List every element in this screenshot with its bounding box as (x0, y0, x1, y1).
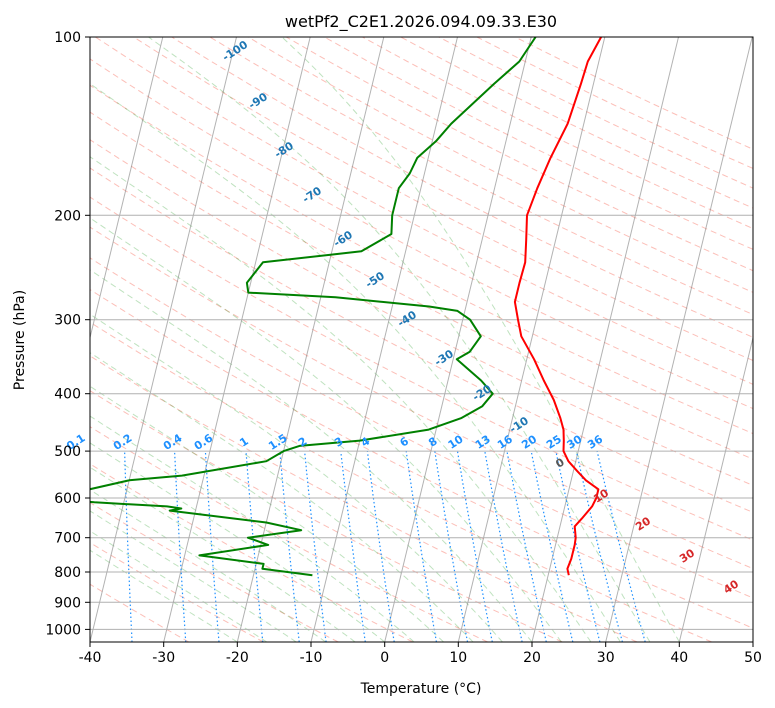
y-tick-label: 300 (54, 313, 81, 329)
dry-adiabat-line (90, 167, 753, 513)
x-tick-label: 50 (744, 650, 762, 666)
isotherm-line (310, 37, 458, 642)
x-tick-label: 10 (449, 650, 467, 666)
mixing-ratio-line (340, 451, 366, 642)
dry-adiabat-line (133, 37, 753, 362)
y-tick-label: 100 (54, 30, 81, 46)
mixing-ratio-line (245, 451, 264, 642)
moist-adiabat-line (90, 352, 474, 642)
pressure-grid (90, 37, 753, 630)
isotherm-line (531, 37, 679, 642)
sounding-profiles (90, 37, 602, 577)
moist-adiabat-line (90, 217, 562, 642)
x-tick-label: 30 (597, 650, 615, 666)
mixing-ratio-line (530, 450, 574, 642)
moist-adiabat-line (90, 83, 621, 642)
y-tick-label: 400 (54, 387, 81, 403)
mixing-ratio-line (279, 451, 300, 642)
isotherm-line (90, 37, 237, 642)
x-axis-label: Temperature (°C) (360, 681, 482, 697)
mixing-ratio-line (304, 451, 327, 642)
y-tick-label: 900 (54, 595, 81, 611)
dry-adiabat-line (90, 355, 638, 642)
mixing-ratio-line (484, 450, 523, 642)
mixing-ratio-line (506, 450, 547, 642)
y-tick-label: 800 (54, 565, 81, 581)
x-tick-label: 20 (523, 650, 541, 666)
dry-adiabat-line (90, 321, 712, 642)
y-tick-label: 200 (54, 208, 81, 224)
dry-adiabat-line (90, 390, 563, 642)
mixing-ratio-line (575, 450, 623, 642)
moist-adiabat-line (90, 442, 386, 642)
isotherm-line (163, 37, 311, 642)
dry-adiabat-line (247, 37, 753, 293)
temperature-profile-line (513, 37, 602, 576)
moist-adiabat-line (90, 156, 592, 642)
dry-adiabat-line (90, 111, 753, 460)
moist-adiabat-line (90, 313, 503, 642)
chart-title: wetPf2_C2E1.2026.094.09.33.E30 (285, 12, 557, 32)
y-tick-label: 600 (54, 491, 81, 507)
moist-adiabat-line (281, 37, 680, 642)
dry-adiabat-line (90, 196, 753, 541)
x-tick-label: -20 (226, 650, 249, 666)
moist-adiabat-line (90, 466, 356, 642)
dry-adiabat-line (90, 84, 753, 435)
isotherm-line (605, 37, 753, 642)
isotherm-line (236, 37, 385, 642)
moist-adiabat-line (90, 489, 326, 642)
x-tick-label: 40 (670, 650, 688, 666)
plot-frame (89, 36, 754, 643)
dry-adiabat-line (90, 426, 488, 642)
mixing-ratio-line (596, 450, 646, 642)
mixing-ratio-line (456, 451, 493, 642)
moist-adiabat-line (90, 269, 533, 642)
dry-adiabat-line (171, 37, 753, 338)
y-tick-label: 500 (54, 444, 81, 460)
moist-adiabat-line (90, 385, 444, 642)
x-tick-label: -40 (79, 650, 102, 666)
mixing-ratio-line (555, 450, 601, 642)
x-tick-label: -10 (300, 650, 323, 666)
dry-adiabat-line (90, 583, 190, 642)
isotherm-line (90, 37, 164, 340)
mixing-ratio-line (366, 451, 395, 642)
y-tick-label: 1000 (45, 622, 81, 638)
isotherm-line (384, 37, 532, 642)
y-axis-label: Pressure (hPa) (12, 290, 28, 390)
x-tick-label: 0 (380, 650, 389, 666)
x-tick-label: -30 (152, 650, 175, 666)
isotherm-line (457, 37, 606, 642)
dewpoint-profile-line (90, 37, 537, 577)
y-tick-label: 700 (54, 531, 81, 547)
background-lines (90, 37, 753, 642)
